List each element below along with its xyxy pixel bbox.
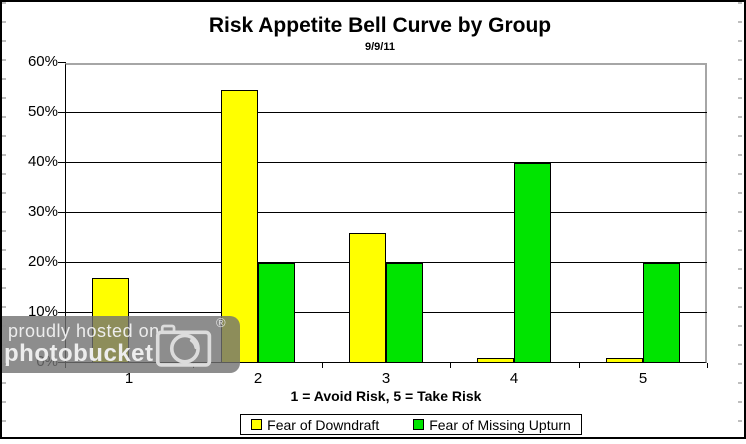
x-axis-label: 1 [124,370,134,387]
legend-swatch-yellow [251,419,263,430]
bar-series-1-group-3 [349,233,386,363]
gridline [65,162,707,163]
y-axis-tick [58,312,66,313]
y-axis-label: 50% [27,103,58,120]
x-axis-label: 3 [381,370,391,387]
bar-series-2-group-3 [386,263,423,363]
bar-series-2-group-4 [514,163,551,363]
x-axis-tick [579,363,580,368]
x-axis-tick [707,363,708,368]
right-edge-ruler-ticks [738,2,742,437]
y-axis-label: 20% [27,253,58,270]
y-axis-label: 10% [27,303,58,320]
bar-series-2-group-5 [643,263,680,363]
watermark-brand: photobucket [4,340,154,367]
legend-label: Fear of Missing Upturn [429,416,571,433]
x-axis-label: 5 [638,370,648,387]
gridline [65,262,707,263]
bar-series-1-group-5 [606,358,643,363]
gridline [65,212,707,213]
y-axis-tick [58,112,66,113]
legend-label: Fear of Downdraft [267,416,380,433]
x-axis-label: 4 [509,370,519,387]
legend-entry-fear-of-missing-upturn: Fear of Missing Upturn [413,417,571,433]
bar-series-2-group-2 [258,263,295,363]
y-axis-label: 40% [27,153,58,170]
y-axis-label: 60% [27,53,58,70]
legend-entry-fear-of-downdraft: Fear of Downdraft [251,417,379,433]
legend-swatch-green [413,419,425,430]
y-axis-tick [58,162,66,163]
chart-subtitle: 9/9/11 [365,41,395,53]
camera-icon [155,322,213,373]
y-axis-label: 30% [27,203,58,220]
chart-title: Risk Appetite Bell Curve by Group [208,14,552,37]
photobucket-watermark: proudly hosted on photobucket ® [0,315,240,373]
x-axis-label: 2 [253,370,263,387]
y-axis-tick [58,262,66,263]
legend: Fear of Downdraft Fear of Missing Upturn [240,414,582,435]
left-edge-ruler-ticks [2,2,6,437]
x-axis-title: 1 = Avoid Risk, 5 = Take Risk [290,388,482,404]
x-axis-tick [322,363,323,368]
y-axis-tick [58,62,66,63]
x-axis-tick [450,363,451,368]
bar-series-1-group-4 [477,358,514,363]
y-axis-tick [58,212,66,213]
gridline [65,112,707,113]
registered-trademark-icon: ® [216,315,226,330]
watermark-tagline: proudly hosted on [8,321,160,341]
